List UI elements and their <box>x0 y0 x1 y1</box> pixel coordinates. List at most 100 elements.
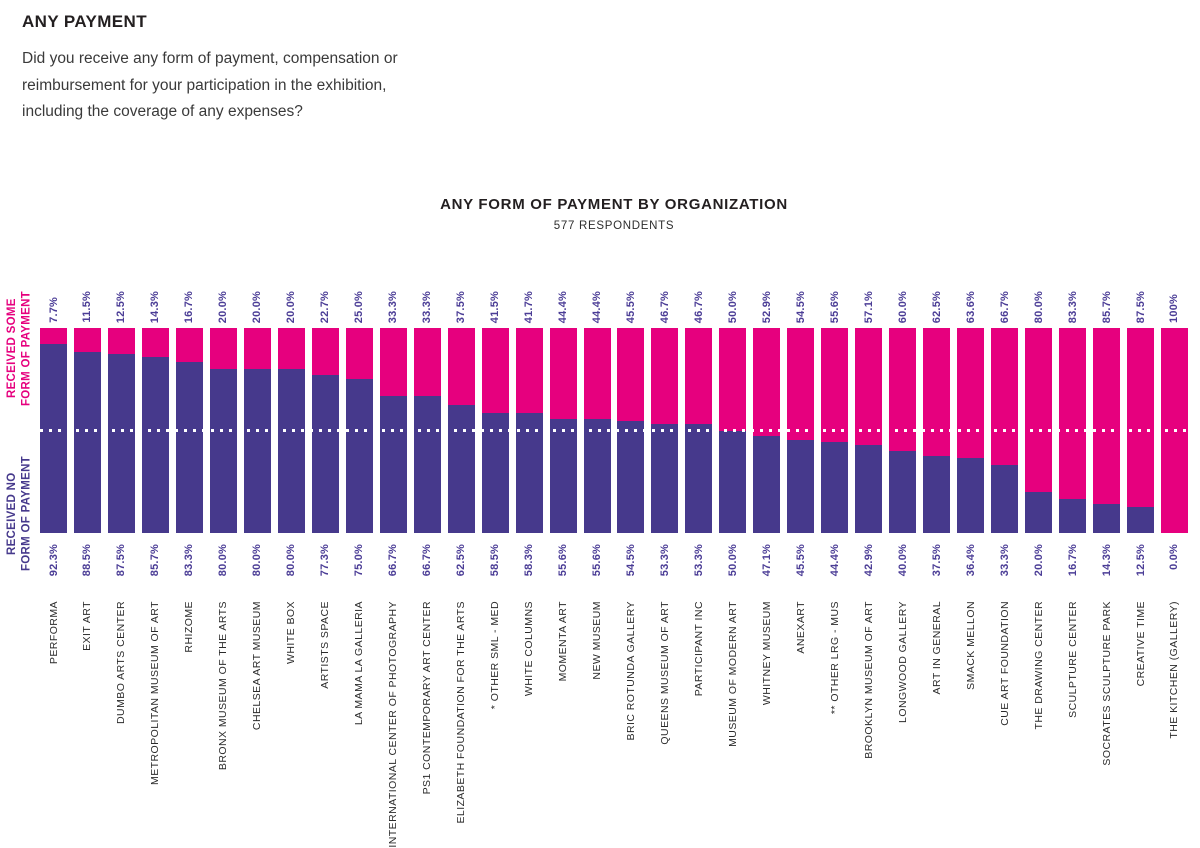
pct-top-wrap: 16.7% <box>176 265 203 328</box>
org-label: LA MAMA LA GALLERIA <box>353 601 366 726</box>
pct-bottom-wrap: 80.0% <box>210 533 237 601</box>
survey-question: Did you receive any form of payment, com… <box>22 50 398 120</box>
bar-segment-some <box>40 328 67 344</box>
pct-top-wrap: 62.5% <box>923 265 950 328</box>
org-wrap: ** OTHER LRG - MUS <box>821 601 848 839</box>
bar-segment-some <box>481 328 509 414</box>
org-label: CUE ART FOUNDATION <box>998 601 1011 726</box>
pct-top-wrap: 57.1% <box>855 265 882 328</box>
pct-label-some: 20.0% <box>285 290 298 323</box>
pct-bottom-wrap: 45.5% <box>787 533 814 601</box>
pct-label-some: 44.4% <box>591 290 603 323</box>
org-wrap: ARTISTS SPACE <box>312 601 339 839</box>
bar-column: 20.0% 80.0% BRONX MUSEUM OF THE ARTS <box>209 265 237 839</box>
bar <box>40 328 67 533</box>
pct-label-no: 80.0% <box>285 544 298 577</box>
org-label: PS1 CONTEMPORARY ART CENTER <box>421 601 434 795</box>
bar-column: 52.9% 47.1% WHITNEY MUSEUM <box>753 265 781 839</box>
bar-segment-some <box>141 328 169 358</box>
pct-label-some: 46.7% <box>658 290 671 323</box>
pct-bottom-wrap: 85.7% <box>142 533 169 601</box>
org-wrap: QUEENS MUSEUM OF ART <box>651 601 678 839</box>
pct-label-no: 36.4% <box>964 544 977 577</box>
org-label: ELIZABETH FOUNDATION FOR THE ARTS <box>455 601 468 824</box>
org-label: ART IN GENERAL <box>930 601 943 695</box>
bar-column: 16.7% 83.3% RHIZOME <box>175 265 203 839</box>
pct-bottom-wrap: 44.4% <box>821 533 848 601</box>
org-label: METROPOLITAN MUSEUM OF ART <box>149 601 162 785</box>
pct-label-no: 62.5% <box>455 544 468 577</box>
pct-label-some: 50.0% <box>726 290 739 323</box>
pct-label-some: 14.3% <box>149 290 162 323</box>
pct-label-no: 54.5% <box>624 544 637 577</box>
pct-label-some: 12.5% <box>115 290 128 323</box>
org-label: ANEXART <box>794 601 807 654</box>
pct-label-no: 58.3% <box>523 544 536 577</box>
pct-bottom-wrap: 88.5% <box>74 533 101 601</box>
bar <box>719 328 747 533</box>
bar <box>73 328 101 533</box>
pct-bottom-wrap: 14.3% <box>1093 533 1120 601</box>
bar-column: 20.0% 80.0% WHITE BOX <box>277 265 305 839</box>
pct-label-no: 55.6% <box>591 544 603 577</box>
org-label: WHITE COLUMNS <box>523 601 536 697</box>
bar-segment-no <box>1093 503 1121 533</box>
bar-segment-some <box>345 328 373 380</box>
pct-bottom-wrap: 16.7% <box>1059 533 1086 601</box>
pct-label-no: 33.3% <box>998 544 1011 577</box>
bar-column: 85.7% 14.3% SOCRATES SCULPTURE PARK <box>1093 265 1121 839</box>
pct-top-wrap: 41.5% <box>482 265 509 328</box>
pct-top-wrap: 83.3% <box>1059 265 1086 328</box>
pct-label-no: 58.5% <box>489 544 502 577</box>
bar-segment-some <box>515 328 543 414</box>
org-wrap: WHITNEY MUSEUM <box>753 601 780 839</box>
org-wrap: CHELSEA ART MUSEUM <box>244 601 271 839</box>
bar-segment-no <box>1059 498 1087 533</box>
bar <box>617 328 645 533</box>
bar <box>651 328 679 533</box>
bar-segment-some <box>73 328 101 352</box>
bar-column: 25.0% 75.0% LA MAMA LA GALLERIA <box>345 265 373 839</box>
org-label: PERFORMA <box>47 601 60 665</box>
bar <box>549 328 577 533</box>
bar-segment-no <box>651 423 679 533</box>
bar-segment-no <box>447 404 475 533</box>
bar-segment-no <box>923 456 951 533</box>
pct-label-no: 47.1% <box>760 544 773 577</box>
pct-top-wrap: 20.0% <box>244 265 271 328</box>
bar-column: 57.1% 42.9% BROOKLYN MUSEUM OF ART <box>855 265 883 839</box>
bar-segment-no <box>787 439 815 533</box>
pct-bottom-wrap: 80.0% <box>278 533 305 601</box>
pct-top-wrap: 41.7% <box>516 265 543 328</box>
bar <box>1127 328 1154 533</box>
bar-column: 41.5% 58.5% * OTHER SML - MED <box>481 265 509 839</box>
pct-bottom-wrap: 77.3% <box>312 533 339 601</box>
pct-label-no: 77.3% <box>319 544 332 577</box>
bar-column: 11.5% 88.5% EXIT ART <box>73 265 101 839</box>
org-label: BRIC ROTUNDA GALLERY <box>624 601 637 741</box>
bar-segment-some <box>685 328 713 424</box>
bar-segment-some <box>311 328 339 375</box>
pct-label-some: 16.7% <box>183 290 196 323</box>
pct-top-wrap: 22.7% <box>312 265 339 328</box>
pct-label-some: 22.7% <box>319 290 332 323</box>
bar-segment-no <box>719 430 747 533</box>
pct-label-some: 55.6% <box>828 290 841 323</box>
pct-top-wrap: 33.3% <box>414 265 441 328</box>
bar-segment-some <box>821 328 849 442</box>
bar-segment-no <box>1025 492 1053 533</box>
bar-segment-some <box>617 328 645 422</box>
bar-segment-some <box>1093 328 1121 504</box>
legend-received-some-label: RECEIVED SOME FORM OF PAYMENT <box>5 291 33 407</box>
org-wrap: METROPOLITAN MUSEUM OF ART <box>142 601 169 839</box>
page-header: ANY PAYMENT Did you receive any form of … <box>22 12 492 126</box>
org-wrap: WHITE BOX <box>278 601 305 839</box>
bar-segment-some <box>413 328 441 397</box>
bar-segment-some <box>583 328 611 420</box>
bar-segment-no <box>1127 507 1154 533</box>
bar-segment-no <box>311 374 339 533</box>
org-wrap: DUMBO ARTS CENTER <box>108 601 135 839</box>
pct-bottom-wrap: 58.3% <box>516 533 543 601</box>
pct-label-some: 7.7% <box>47 297 60 323</box>
bar-segment-some <box>447 328 475 405</box>
